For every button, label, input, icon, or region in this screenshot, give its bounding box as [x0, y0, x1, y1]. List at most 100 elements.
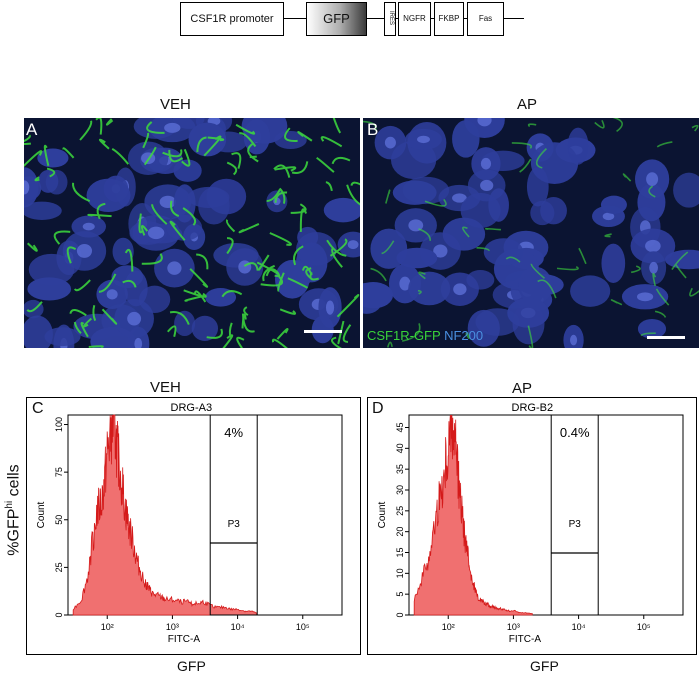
flow-y-axis-sup: hi: [4, 500, 15, 509]
gfp-cell-process: [630, 265, 641, 274]
construct-fas-label: Fas: [478, 14, 493, 23]
gfp-cell-process: [505, 256, 521, 263]
gfp-cell-process: [226, 161, 238, 176]
neuron-soma: [518, 273, 564, 296]
construct-promoter-label: CSF1R promoter: [190, 13, 274, 25]
neuron-soma: [45, 169, 68, 195]
gfp-cell-process: [691, 124, 699, 132]
panel-label-c: C: [32, 400, 44, 417]
neuron-soma: [452, 120, 480, 158]
gfp-cell-process: [206, 328, 223, 339]
neuron-soma: [600, 195, 627, 214]
gfp-cell-process: [519, 158, 532, 173]
neuron-soma: [392, 180, 437, 205]
neuron-nucleus: [134, 337, 143, 348]
neuron-nucleus: [417, 135, 430, 144]
micrograph-a-image: [24, 118, 360, 348]
x-tick-label: 10²: [101, 622, 114, 632]
gfp-cell-process: [320, 136, 343, 148]
gfp-cell-process: [221, 290, 243, 298]
neuron-soma: [363, 282, 394, 309]
gfp-cell-process: [169, 220, 186, 241]
gfp-cell-process: [610, 299, 623, 306]
gfp-cell-process: [143, 146, 157, 166]
gfp-cell-process: [462, 226, 470, 238]
histogram-title: DRG-A3: [171, 402, 213, 414]
construct-fas-box: Fas: [467, 2, 504, 36]
neuron-nucleus: [646, 172, 659, 187]
neuron-nucleus: [477, 118, 492, 127]
gfp-cell-process: [87, 213, 112, 218]
neuron-nucleus: [453, 283, 467, 296]
x-tick-label: 10⁴: [231, 622, 245, 632]
gfp-cell-process: [83, 317, 93, 328]
neuron-nucleus: [127, 311, 142, 326]
gfp-cell-process: [271, 338, 288, 348]
x-tick-label: 10⁴: [572, 622, 586, 632]
gfp-cell-process: [274, 191, 288, 203]
neuron-nucleus: [147, 226, 165, 240]
gfp-cell-process: [62, 147, 75, 159]
legend-csf1r-gfp: CSF1R-GFP: [367, 328, 441, 343]
gfp-cell-process: [111, 147, 130, 165]
neuron-soma: [460, 192, 501, 228]
neuron-soma: [174, 310, 196, 337]
neuron-soma: [530, 200, 555, 226]
gfp-cell-process: [169, 310, 190, 325]
micrograph-a: A: [24, 118, 360, 348]
flow-c-xlabel-bottom: GFP: [177, 658, 206, 674]
gfp-cell-process: [655, 288, 670, 306]
gfp-cell-process: [316, 156, 335, 173]
neuron-nucleus: [636, 292, 654, 302]
neuron-soma: [241, 118, 288, 144]
y-tick-label: 20: [395, 527, 405, 537]
gfp-cell-process: [297, 131, 313, 142]
gfp-cell-process: [95, 118, 103, 135]
neuron-soma: [637, 318, 667, 339]
gfp-cell-process: [652, 272, 657, 287]
gfp-cell-process: [231, 152, 242, 169]
neuron-nucleus: [602, 212, 615, 221]
gfp-cell-process: [262, 264, 276, 282]
gfp-cell-process: [182, 207, 197, 226]
neuron-nucleus: [399, 276, 411, 291]
gfp-cell-process: [243, 306, 249, 316]
neuron-soma: [673, 172, 699, 208]
micrograph-ap-title: AP: [517, 96, 538, 113]
gfp-cell-process: [594, 120, 605, 129]
gfp-cell-process: [238, 132, 257, 148]
micrograph-b-image: [363, 118, 699, 348]
neuron-nucleus: [159, 195, 177, 208]
gfp-cell-process: [381, 240, 395, 255]
gfp-cell-process: [34, 176, 40, 182]
micrograph-b: B CSF1R-GFP NF200: [363, 118, 699, 348]
flow-y-axis-label: %GFPhi cells: [4, 450, 24, 570]
gfp-cell-process: [99, 138, 110, 150]
gfp-cell-process: [193, 290, 207, 303]
flow-panel-d-frame: [367, 397, 697, 655]
neuron-soma: [396, 247, 438, 269]
neuron-nucleus: [238, 260, 252, 274]
neuron-nucleus: [164, 122, 181, 133]
gfp-cell-process: [418, 228, 431, 241]
gfp-cell-process: [260, 275, 284, 287]
gfp-cell-process: [124, 248, 134, 272]
gfp-cell-process: [287, 277, 309, 289]
neuron-nucleus: [645, 239, 661, 253]
panel-label-d: D: [372, 400, 384, 417]
neuron-soma: [44, 327, 81, 347]
gfp-cell-process: [236, 336, 245, 348]
gfp-cell-process: [249, 155, 257, 159]
gfp-cell-process: [66, 246, 77, 264]
gfp-cell-process: [689, 287, 699, 297]
gfp-cell-process: [79, 120, 93, 141]
gfp-cell-process: [511, 142, 532, 149]
gfp-cell-process: [465, 331, 470, 339]
gfp-cell-process: [485, 227, 501, 231]
gfp-cell-process: [424, 198, 447, 207]
gfp-cell-process: [536, 148, 547, 169]
gfp-cell-process: [273, 164, 291, 178]
gfp-cell-process: [622, 173, 632, 182]
y-tick-label: 30: [395, 485, 405, 495]
neuron-soma: [483, 238, 524, 266]
